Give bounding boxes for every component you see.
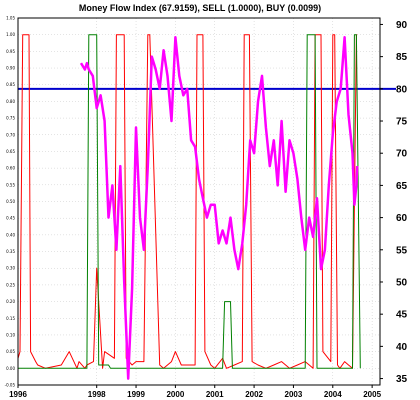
x-tick-label: 2004 [324,390,342,399]
y-left-tick-label: 0.25 [6,282,15,287]
y-left-tick-label: 0.10 [6,332,15,337]
axes: 1.05 1.00 0.95 0.90 0.85 0.80 0.75 0.70 0.65 0.60… [5,16,408,400]
y-left-tick-label: 1.05 [6,16,15,21]
y-left-tick-label: 0.70 [6,132,15,137]
y-left-tick-label: 0.15 [6,316,15,321]
y-right-tick-label: 65 [396,181,408,192]
y-left-tick-label: 0.60 [6,166,15,171]
y-left-tick-label: 0.95 [6,49,15,54]
y-left-tick-label: 0.55 [6,182,15,187]
y-right-tick-label: 45 [396,310,408,321]
chart-title: Money Flow Index (67.9159), SELL (1.0000… [79,3,321,13]
x-tick-label: 1999 [127,390,145,399]
y-left-tick-label: 0.05 [6,349,15,354]
y-right-tick-label: 75 [396,117,408,128]
gridlines [17,17,380,386]
plot-frame [17,17,381,386]
y-right-tick-label: 40 [396,342,408,353]
buy-signal-line [18,34,361,369]
x-tick-label: 2000 [166,390,184,399]
mfi-line [79,36,359,380]
sell-signal-line [17,34,358,369]
y-left-tick-label: -0.05 [5,383,16,388]
y-left-tick-label: 0.80 [6,99,15,104]
y-left-tick-label: 0.20 [6,299,15,304]
y-right-tick-label: 35 [396,374,408,385]
y-left-tick-label: 0.30 [6,266,15,271]
y-right-tick-label: 70 [396,149,408,160]
x-tick-label: 2005 [363,390,381,399]
y-left-tick-label: 0.90 [6,66,15,71]
y-right-tick-label: 60 [396,213,408,224]
y-left-tick-label: 0.50 [6,199,15,204]
y-left-tick-label: 0.00 [6,366,15,371]
x-tick-label: 2001 [206,390,224,399]
y-left-tick-label: 0.75 [6,116,15,121]
y-left-tick-label: 0.65 [6,149,15,154]
x-tick-label: 2002 [245,390,263,399]
y-right-tick-label: 50 [396,277,408,288]
y-right-tick-label: 90 [396,20,408,31]
x-tick-label: 2003 [285,390,303,399]
x-tick-label: 1998 [88,390,106,399]
y-left-tick-label: 0.40 [6,232,15,237]
y-right-tick-label: 55 [396,245,408,256]
y-left-tick-label: 0.45 [6,216,15,221]
y-right-tick-label: 85 [396,52,408,63]
plot-series [17,34,396,380]
x-tick-label: 1996 [9,390,27,399]
y-right-tick-label: 80 [396,84,408,95]
y-left-tick-label: 0.35 [6,249,15,254]
y-left-tick-label: 0.85 [6,82,15,87]
y-left-tick-label: 1.00 [6,32,15,37]
